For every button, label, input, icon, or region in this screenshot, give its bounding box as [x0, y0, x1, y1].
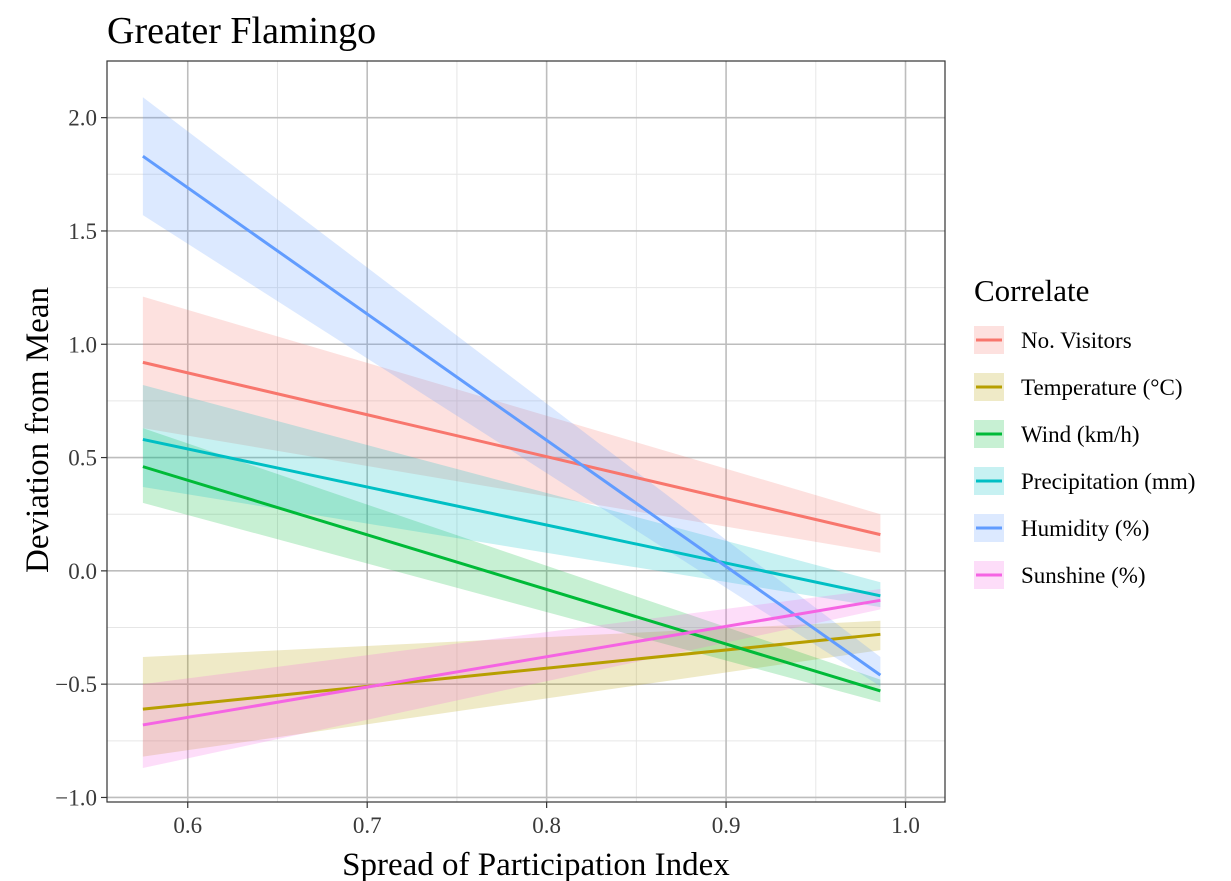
y-axis-title: Deviation from Mean: [20, 287, 56, 573]
y-tick-label: −0.5: [55, 672, 97, 697]
legend-item: Temperature (°C): [974, 373, 1182, 401]
line-series-4: [142, 154, 882, 677]
line-series-3: [142, 437, 881, 598]
line-series-1: [142, 632, 881, 711]
chart-title: Greater Flamingo: [107, 10, 376, 52]
line-series-5: [142, 598, 881, 727]
legend-item: Humidity (%): [974, 514, 1149, 542]
y-axis-ticks: −1.0 −0.5 0.0 0.5 1.0 1.5 2.0: [55, 106, 107, 810]
ribbon-series-4: [142, 97, 881, 687]
legend-title: Correlate: [974, 273, 1089, 308]
y-tick-label: 1.0: [68, 332, 97, 357]
confidence-ribbons: [142, 97, 881, 769]
legend-label: Humidity (%): [1021, 516, 1149, 541]
x-tick-label: 0.9: [712, 813, 741, 838]
ribbon-series-1: [142, 620, 881, 757]
series-lines: [142, 154, 882, 727]
y-tick-label: −1.0: [55, 785, 97, 810]
y-tick-label: 0.5: [68, 446, 97, 471]
ribbon-series-3: [142, 385, 881, 608]
legend-item: Wind (km/h): [974, 420, 1140, 448]
legend-item: Precipitation (mm): [974, 467, 1195, 495]
ribbon-series-0: [142, 296, 881, 553]
x-tick-label: 0.7: [353, 813, 382, 838]
legend: Correlate No. Visitors Temperature (°C) Wi…: [974, 273, 1195, 589]
y-tick-label: 2.0: [68, 106, 97, 131]
x-axis-ticks: 0.6 0.7 0.8 0.9 1.0: [173, 802, 920, 838]
y-tick-label: 1.5: [68, 219, 97, 244]
x-tick-label: 0.8: [532, 813, 561, 838]
line-series-2: [142, 465, 881, 693]
x-axis-title: Spread of Participation Index: [342, 847, 730, 881]
legend-label: Sunshine (%): [1021, 563, 1146, 588]
major-gridlines: [107, 61, 945, 802]
legend-label: Temperature (°C): [1021, 375, 1182, 400]
x-tick-label: 0.6: [173, 813, 202, 838]
legend-label: Precipitation (mm): [1021, 469, 1195, 494]
y-tick-label: 0.0: [68, 559, 97, 584]
legend-item: No. Visitors: [974, 326, 1132, 354]
legend-label: No. Visitors: [1021, 328, 1132, 353]
x-tick-label: 1.0: [891, 813, 920, 838]
legend-label: Wind (km/h): [1021, 422, 1140, 447]
line-series-0: [142, 360, 881, 537]
legend-item: Sunshine (%): [974, 561, 1146, 589]
legend-items: No. Visitors Temperature (°C) Wind (km/h) P…: [974, 326, 1195, 589]
plot-panel-border: [106, 60, 946, 803]
minor-gridlines: [107, 61, 945, 802]
